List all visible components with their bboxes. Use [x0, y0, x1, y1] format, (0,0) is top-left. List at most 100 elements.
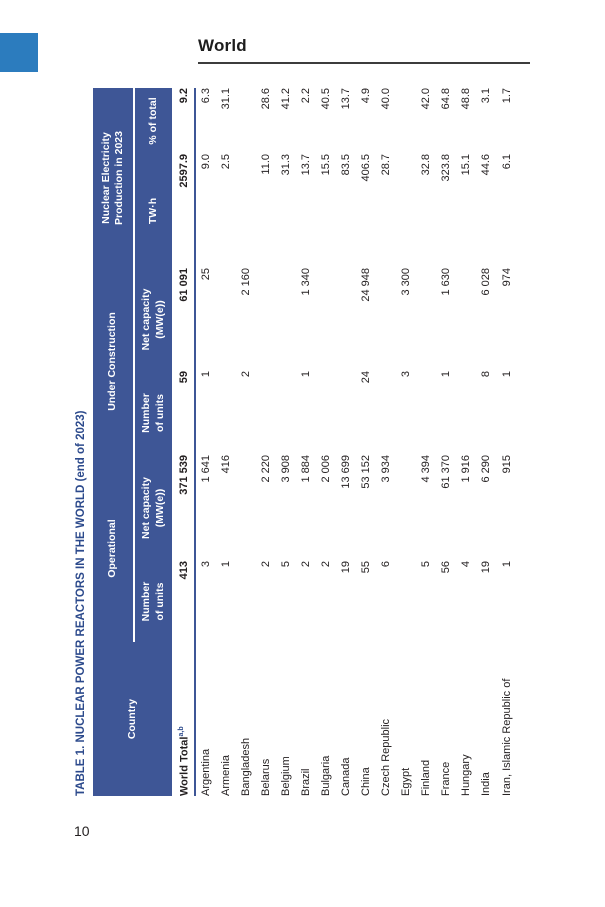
country-label: World Total [178, 736, 191, 796]
pct-of-total-cell: 1.7 [496, 87, 525, 154]
pct-of-total-cell: 3.1 [476, 87, 496, 154]
twh-cell: 15.5 [316, 153, 336, 268]
operational-capacity-cell: 1 641 [195, 454, 216, 561]
operational-units-cell: 2 [316, 561, 336, 642]
col-header-pct-of-total: % of total [134, 87, 173, 154]
pct-of-total-cell: 9.2 [173, 87, 195, 154]
pct-of-total-cell [396, 87, 416, 154]
country-cell: Egypt [396, 642, 416, 796]
operational-units-cell: 55 [356, 561, 376, 642]
country-label: France [439, 761, 452, 796]
col-group-under-construction: Under Construction [93, 267, 134, 455]
construction-capacity-cell: 1 340 [296, 267, 316, 371]
operational-capacity-cell: 1 916 [456, 454, 476, 561]
construction-units-cell: 24 [356, 370, 376, 455]
table-row: Brazil 2 1 884 1 1 340 13.7 2.2 [296, 87, 316, 796]
operational-capacity-cell: 13 699 [336, 454, 356, 561]
operational-capacity-cell: 3 934 [376, 454, 396, 561]
table-row: Egypt 3 3 300 [396, 87, 416, 796]
construction-units-cell: 8 [476, 370, 496, 455]
twh-cell: 2.5 [216, 153, 236, 268]
table-row: Finland 5 4 394 32.8 42.0 [416, 87, 436, 796]
col-header-op-units: Number of units [134, 561, 173, 642]
operational-capacity-cell: 4 394 [416, 454, 436, 561]
operational-units-cell: 5 [416, 561, 436, 642]
country-label: Czech Republic [379, 718, 392, 796]
pct-of-total-cell: 40.5 [316, 87, 336, 154]
twh-cell: 406.5 [356, 153, 376, 268]
operational-units-cell [396, 561, 416, 642]
pct-of-total-cell: 2.2 [296, 87, 316, 154]
section-tab-marker [0, 33, 38, 72]
twh-cell [396, 153, 416, 268]
construction-units-cell [376, 370, 396, 455]
pct-of-total-cell: 41.2 [276, 87, 296, 154]
table-row: Hungary 4 1 916 15.1 48.8 [456, 87, 476, 796]
country-label: Armenia [219, 755, 232, 796]
operational-units-cell: 2 [296, 561, 316, 642]
country-cell: Bangladesh [236, 642, 256, 796]
table-row: Belgium 5 3 908 31.3 41.2 [276, 87, 296, 796]
rotated-table-inner: TABLE 1. NUCLEAR POWER REACTORS IN THE W… [75, 87, 525, 796]
construction-capacity-cell: 25 [195, 267, 216, 371]
country-cell: Canada [336, 642, 356, 796]
country-label: Argentina [199, 748, 212, 796]
table-body: World Totala,b 413 371 539 59 61 091 259… [173, 87, 525, 796]
operational-capacity-cell: 1 884 [296, 454, 316, 561]
construction-units-cell [456, 370, 476, 455]
country-label: Bangladesh [239, 737, 252, 796]
table-row: Czech Republic 6 3 934 28.7 40.0 [376, 87, 396, 796]
country-cell: Iran, Islamic Republic of [496, 642, 525, 796]
operational-capacity-cell [236, 454, 256, 561]
operational-capacity-cell: 3 908 [276, 454, 296, 561]
table-row: Armenia 1 416 2.5 31.1 [216, 87, 236, 796]
construction-units-cell [276, 370, 296, 455]
construction-units-cell [256, 370, 276, 455]
table-row: China 55 53 152 24 24 948 406.5 4.9 [356, 87, 376, 796]
col-header-twh: TW·h [134, 153, 173, 268]
header-rule [198, 62, 530, 64]
country-label: Brazil [299, 768, 312, 796]
country-label: Finland [419, 759, 432, 796]
construction-capacity-cell [216, 267, 236, 371]
country-label: Iran, Islamic Republic of [501, 678, 513, 796]
pct-of-total-cell [236, 87, 256, 154]
pct-of-total-cell: 28.6 [256, 87, 276, 154]
pct-of-total-cell: 42.0 [416, 87, 436, 154]
country-cell: China [356, 642, 376, 796]
operational-capacity-cell: 61 370 [436, 454, 456, 561]
col-group-operational: Operational [93, 454, 134, 642]
twh-cell: 28.7 [376, 153, 396, 268]
construction-capacity-cell: 974 [496, 267, 525, 371]
operational-units-cell [236, 561, 256, 642]
table-row: Canada 19 13 699 83.5 13.7 [336, 87, 356, 796]
country-cell: World Totala,b [173, 642, 195, 796]
country-cell: Belarus [256, 642, 276, 796]
footnote-marker: a,b [177, 726, 185, 737]
twh-cell: 44.6 [476, 153, 496, 268]
construction-units-cell: 1 [496, 370, 525, 455]
col-header-country: Country [93, 642, 173, 796]
country-cell: Brazil [296, 642, 316, 796]
twh-cell [236, 153, 256, 268]
construction-units-cell: 1 [436, 370, 456, 455]
operational-capacity-cell: 6 290 [476, 454, 496, 561]
construction-capacity-cell: 1 630 [436, 267, 456, 371]
construction-capacity-cell [276, 267, 296, 371]
country-label: Bulgaria [319, 755, 332, 796]
construction-capacity-cell [256, 267, 276, 371]
twh-cell: 9.0 [195, 153, 216, 268]
country-cell: Bulgaria [316, 642, 336, 796]
operational-capacity-cell: 371 539 [173, 454, 195, 561]
construction-units-cell [336, 370, 356, 455]
construction-units-cell [416, 370, 436, 455]
construction-capacity-cell: 2 160 [236, 267, 256, 371]
country-label: Egypt [399, 767, 412, 796]
operational-units-cell: 3 [195, 561, 216, 642]
operational-capacity-cell: 416 [216, 454, 236, 561]
operational-units-cell: 56 [436, 561, 456, 642]
construction-units-cell: 2 [236, 370, 256, 455]
pct-of-total-cell: 64.8 [436, 87, 456, 154]
twh-cell: 15.1 [456, 153, 476, 268]
construction-capacity-cell: 24 948 [356, 267, 376, 371]
